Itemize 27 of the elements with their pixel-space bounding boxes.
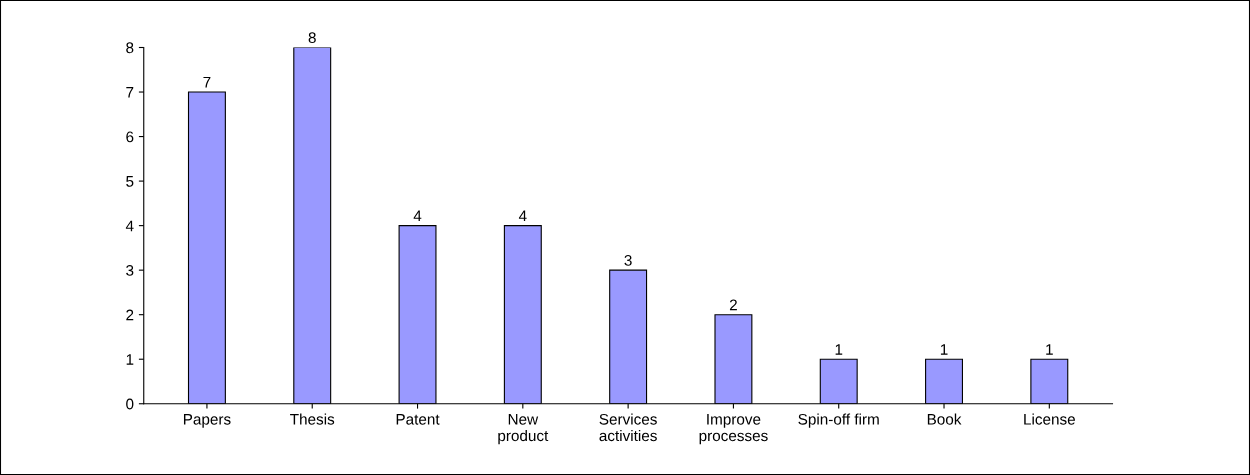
y-tick-label: 1 [126,354,134,365]
y-tick-label: 5 [126,176,134,187]
data-label: 4 [413,210,422,222]
x-tick-label: Book [927,413,962,425]
y-tick-label: 3 [126,265,134,276]
y-tick-label: 4 [125,220,134,232]
data-label: 3 [624,254,632,266]
data-label: 1 [835,344,843,355]
data-label: 1 [940,344,948,355]
data-label: 7 [203,76,211,88]
x-tick-label: Patent [396,414,440,425]
data-label: 8 [308,32,316,44]
y-tick-label: 7 [126,87,134,98]
x-tick-label: Improve processes [699,414,768,445]
x-tick-label: Thesis [290,413,335,425]
x-tick-label: Papers [183,414,231,428]
y-tick-label: 8 [126,42,134,54]
data-label: 2 [729,299,737,311]
y-tick-label: 2 [126,309,134,321]
x-tick-label: Spin-off firm [798,413,879,428]
y-tick-label: 6 [126,131,134,143]
y-tick-label: 0 [126,398,134,410]
data-label: 1 [1046,344,1053,355]
x-tick-label: New product [498,414,549,445]
data-label: 4 [518,210,527,222]
x-tick-label: License [1024,413,1075,425]
x-tick-label: Services activities [599,413,657,442]
